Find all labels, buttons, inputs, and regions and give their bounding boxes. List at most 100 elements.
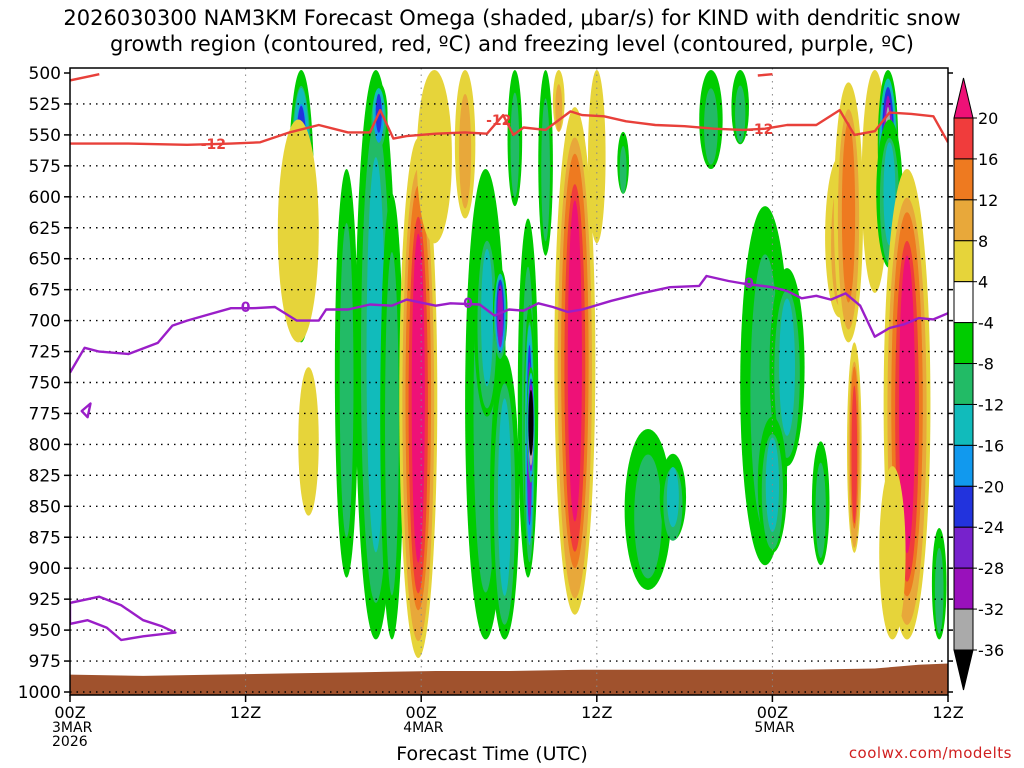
omega-feature-22 <box>617 131 629 194</box>
colorbar-label-12: -32 <box>978 600 1004 619</box>
colorbar-label-0: 20 <box>978 109 998 128</box>
omega-feature-11 <box>473 218 501 417</box>
freezing-level-line <box>70 274 948 374</box>
colorbar-label-2: 12 <box>978 191 998 210</box>
omega-cell <box>497 398 512 596</box>
x-tick-label-0-0: 00Z <box>54 703 85 722</box>
x-axis-title-text: Forecast Time (UTC) <box>396 743 588 765</box>
x-tick-label-24-1: 4MAR <box>403 720 444 736</box>
y-tick-label-600: 600 <box>29 188 61 208</box>
omega-feature-12 <box>492 268 508 359</box>
y-tick-label-950: 950 <box>29 621 61 641</box>
colorbar-swatch-12 <box>953 567 974 610</box>
freezing-contour-label-0: 0 <box>241 300 251 316</box>
omega-feature-14 <box>507 70 523 207</box>
omega-feature-1 <box>277 119 319 343</box>
y-tick-label-850: 850 <box>29 497 61 517</box>
omega-cell <box>588 70 606 244</box>
colorbar-swatch-1 <box>953 117 974 160</box>
y-tick-label-625: 625 <box>29 219 61 239</box>
omega-cell <box>510 92 520 198</box>
y-tick-label-900: 900 <box>29 559 61 579</box>
contours <box>70 73 948 642</box>
omega-cell <box>459 94 472 209</box>
colorbar-swatch-4 <box>953 240 974 283</box>
colorbar-bottom-arrow <box>953 649 974 691</box>
omega-feature-21 <box>588 70 606 244</box>
colorbar-label-3: 8 <box>978 232 988 251</box>
omega-cell <box>339 222 354 538</box>
omega-feature-39 <box>931 528 947 640</box>
y-tick-label-875: 875 <box>29 528 61 548</box>
omega-cell <box>704 88 718 165</box>
omega-feature-2 <box>298 367 319 516</box>
omega-feature-3 <box>334 169 359 578</box>
y-tick-label-575: 575 <box>29 157 61 177</box>
omega-feature-20 <box>554 107 596 615</box>
dgz-contour-label-1: -12 <box>486 113 511 129</box>
omega-cell <box>815 462 826 558</box>
omega-cell <box>879 466 906 640</box>
omega-feature-8 <box>416 70 452 244</box>
omega-feature-38 <box>879 466 906 640</box>
omega-cell <box>416 70 452 244</box>
omega-feature-25 <box>699 70 723 170</box>
colorbar-label-5: -4 <box>978 314 994 333</box>
y-tick-label-800: 800 <box>29 435 61 455</box>
colorbar-label-13: -36 <box>978 641 1004 660</box>
colorbar-swatch-3 <box>953 199 974 242</box>
colorbar-label-8: -16 <box>978 436 1004 455</box>
omega-cell <box>934 547 944 634</box>
omega-cell <box>411 233 425 563</box>
y-tick-label-700: 700 <box>29 312 61 332</box>
omega-feature-28 <box>769 268 805 467</box>
y-axis: 500 525 550 575 600 625 650 675 700 725 750 775 800 8… <box>18 64 953 703</box>
omega-cell <box>541 98 550 242</box>
y-tick-label-750: 750 <box>29 374 61 394</box>
omega-cell <box>883 142 896 246</box>
omega-cell <box>555 84 563 132</box>
x-tick-label-12-0: 12Z <box>230 703 261 722</box>
omega-cell <box>481 248 494 387</box>
omega-feature-13 <box>489 354 520 640</box>
omega-shading <box>277 70 947 659</box>
omega-cell <box>528 389 534 456</box>
colorbar-label-6: -8 <box>978 355 994 374</box>
colorbar-swatch-10 <box>953 485 974 528</box>
omega-feature-23 <box>624 429 672 590</box>
colorbar-swatch-5 <box>953 281 974 324</box>
grid-lines <box>70 68 948 695</box>
colorbar-label-9: -20 <box>978 477 1004 496</box>
contour-labels: -12 -12 -12 0 0 0 <box>201 113 774 316</box>
dgz-contour-upper-right <box>757 73 773 77</box>
omega-feature-17 <box>526 367 536 483</box>
omega-feature-24 <box>659 453 687 541</box>
x-tick-label-24-0: 00Z <box>406 703 437 722</box>
dgz-contour-upper <box>70 73 100 82</box>
colorbar-label-7: -12 <box>978 395 1004 414</box>
colorbar-swatch-13 <box>953 608 974 651</box>
omega-cell <box>497 285 503 338</box>
x-tick-label-36-0: 12Z <box>581 703 612 722</box>
omega-cell <box>567 200 582 522</box>
omega-cell <box>841 122 856 303</box>
omega-cell <box>735 85 746 143</box>
x-axis-title: Forecast Time (UTC) <box>0 743 1024 765</box>
colorbar-swatch-6 <box>953 322 974 365</box>
chart-title-line-1: 2026030300 NAM3KM Forecast Omega (shaded… <box>63 6 961 30</box>
omega-cell <box>851 385 858 524</box>
dgz-contour-label-0: -12 <box>201 137 226 153</box>
colorbar-label-4: 4 <box>978 273 988 292</box>
colorbar-swatch-2 <box>953 158 974 201</box>
y-tick-label-675: 675 <box>29 281 61 301</box>
y-tick-label-725: 725 <box>29 343 61 363</box>
omega-feature-26 <box>731 70 749 145</box>
dgz-contour-line <box>70 108 948 147</box>
omega-cell <box>779 298 795 436</box>
freezing-loop-bottom <box>70 595 177 642</box>
omega-feature-18 <box>538 70 553 256</box>
colorbar-label-11: -28 <box>978 559 1004 578</box>
omega-cell <box>619 146 627 194</box>
omega-cell <box>298 367 319 516</box>
